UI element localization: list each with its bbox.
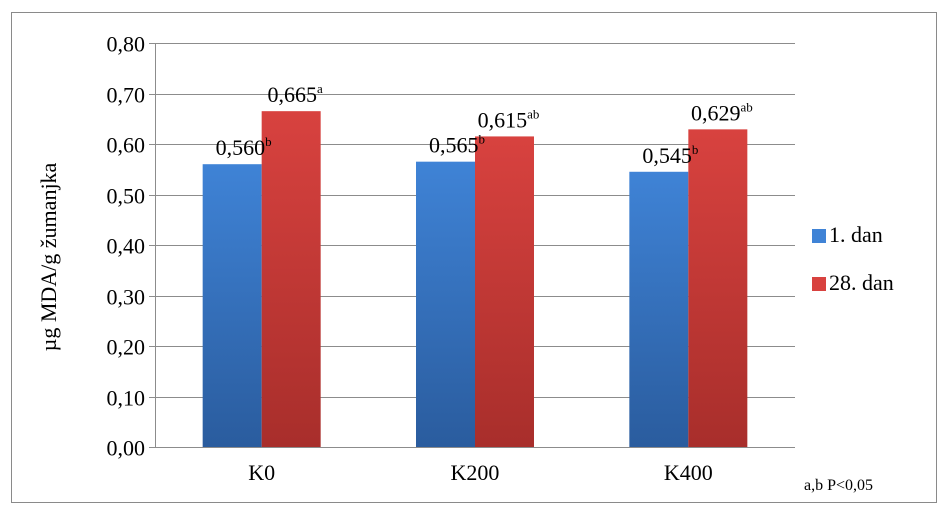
bar-k200-series-2: [475, 136, 534, 448]
y-tick-label: 0,30: [107, 285, 146, 310]
y-axis-title: µg MDA/g žumanjka: [36, 162, 61, 351]
y-tick-label: 0,50: [107, 184, 146, 209]
legend-label: 1. dan: [829, 222, 883, 247]
legend-swatch: [812, 229, 826, 243]
significance-footnote: a,b P<0,05: [804, 477, 873, 494]
data-label: 0,615ab: [478, 106, 540, 132]
y-axis-tick-labels: 0,00 0,10 0,20 0,30 0,40 0,50 0,60 0,70 0,80: [107, 32, 146, 461]
y-tick-label: 0,00: [107, 436, 146, 461]
bar-k200-series-1: [416, 161, 475, 448]
legend: 1. dan 28. dan: [812, 222, 894, 295]
y-tick-label: 0,20: [107, 335, 146, 360]
y-tick-label: 0,60: [107, 133, 146, 158]
bar-k400-series-2: [688, 129, 748, 448]
y-tick-label: 0,70: [107, 83, 146, 108]
y-tick-label: 0,80: [107, 32, 146, 57]
x-axis-category-labels: K0 K200 K400: [248, 460, 713, 485]
y-tick-label: 0,40: [107, 234, 146, 259]
data-label: 0,665a: [268, 81, 324, 107]
data-label: 0,629ab: [691, 99, 753, 125]
y-tick-label: 0,10: [107, 386, 146, 411]
bar-k0-series-1: [202, 164, 262, 447]
legend-label: 28. dan: [829, 270, 894, 295]
legend-swatch: [812, 277, 826, 291]
bar-k0-series-2: [261, 111, 321, 448]
x-category-label: K0: [248, 460, 275, 485]
data-label: 0,565b: [429, 132, 485, 158]
data-label: 0,545b: [642, 142, 698, 168]
bars: [202, 111, 748, 448]
x-category-label: K400: [664, 460, 713, 485]
bar-k400-series-1: [629, 171, 689, 447]
data-label: 0,560b: [216, 134, 272, 160]
x-category-label: K200: [451, 460, 500, 485]
